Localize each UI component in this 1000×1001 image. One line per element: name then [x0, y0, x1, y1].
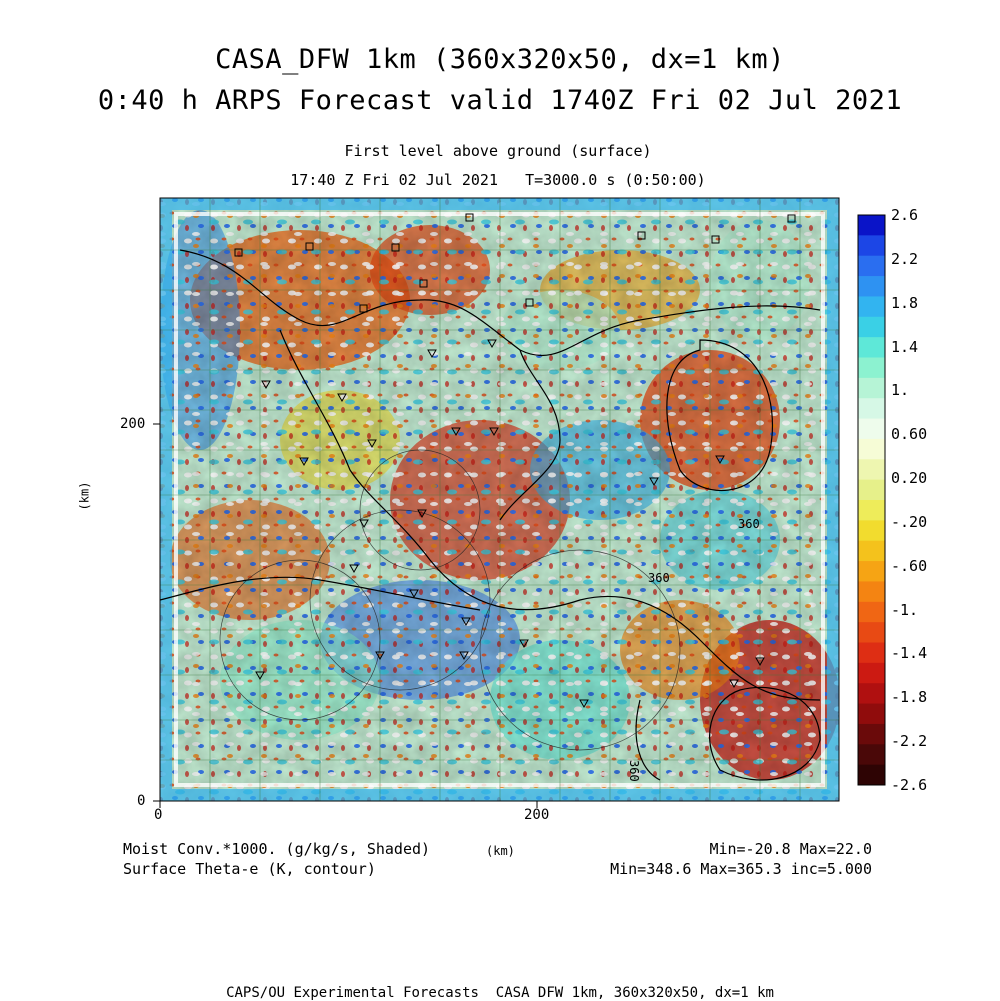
colorbar-swatch [858, 296, 885, 318]
county-boundaries [160, 198, 839, 801]
contour-label: 360 [738, 517, 760, 531]
colorbar-swatch [858, 357, 885, 379]
colorbar-swatch [858, 540, 885, 562]
colorbar-swatch [858, 601, 885, 623]
station-markers [234, 213, 796, 709]
colorbar-swatch [858, 255, 885, 277]
colorbar-label: -2.2 [891, 732, 928, 751]
colorbar-swatch [858, 520, 885, 542]
colorbar-swatch [858, 723, 885, 745]
field-min-max: Min=-20.8 Max=22.0 [709, 840, 872, 858]
colorbar-swatch [858, 642, 885, 664]
colorbar-swatch [858, 622, 885, 643]
colorbar-label: 0.60 [891, 425, 928, 444]
colorbar-swatch [858, 581, 885, 603]
colorbar-swatch [858, 438, 885, 460]
colorbar-swatch [858, 337, 885, 358]
colorbar-label: -1. [891, 600, 919, 619]
colorbar-label: 2.6 [891, 206, 919, 224]
title-line-2: 0:40 h ARPS Forecast valid 1740Z Fri 02 … [97, 85, 903, 116]
radar-range-rings [219, 449, 681, 751]
colorbar-label: -.20 [891, 512, 928, 531]
colorbar-label: 1.4 [891, 337, 919, 356]
y-tick-200: 200 [120, 416, 146, 432]
colorbar-swatch [858, 215, 885, 236]
colorbar-swatch [858, 479, 885, 501]
colorbar [858, 215, 885, 786]
colorbar-swatch [858, 276, 885, 297]
colorbar-swatch [858, 235, 885, 257]
colorbar-swatch [858, 764, 885, 786]
colorbar-swatch [858, 561, 885, 582]
colorbar-label: 1.8 [891, 293, 919, 312]
contour-label: 360 [648, 571, 670, 585]
y-axis-unit: (km) [77, 481, 92, 511]
colorbar-label: -1.4 [891, 644, 928, 663]
level-label: First level above ground (surface) [344, 142, 652, 160]
x-axis-unit: (km) [486, 844, 515, 858]
colorbar-swatch [858, 662, 885, 684]
colorbar-label: 1. [891, 381, 910, 400]
credit-line: CAPS/OU Experimental Forecasts CASA DFW … [226, 985, 774, 1001]
colorbar-label: -2.6 [891, 776, 928, 794]
colorbar-swatch [858, 377, 885, 399]
colorbar-swatch [858, 744, 885, 766]
colorbar-label: -1.8 [891, 688, 928, 707]
colorbar-swatch [858, 500, 885, 521]
colorbar-swatch [858, 459, 885, 481]
contour-label: 360 [627, 760, 641, 782]
time-label: 17:40 Z Fri 02 Jul 2021 T=3000.0 s (0:50… [290, 171, 706, 189]
colorbar-frame [857, 214, 886, 786]
contour-min-max: Min=348.6 Max=365.3 inc=5.000 [610, 860, 872, 878]
colorbar-swatch [858, 683, 885, 705]
title-line-1: CASA_DFW 1km (360x320x50, dx=1 km) [215, 44, 785, 75]
colorbar-swatch [858, 703, 885, 725]
colorbar-label: -.60 [891, 556, 928, 575]
y-tick-0: 0 [137, 793, 146, 809]
colorbar-label: 2.2 [891, 249, 919, 268]
axis-ticks [153, 423, 538, 808]
theta-e-contours [160, 249, 821, 781]
colorbar-swatch [858, 398, 885, 420]
field-description: Moist Conv.*1000. (g/kg/s, Shaded) [123, 840, 431, 858]
colorbar-label: 0.20 [891, 469, 928, 488]
plot-frame [159, 197, 840, 802]
moist-convergence-field [160, 198, 839, 801]
contour-description: Surface Theta-e (K, contour) [123, 860, 376, 878]
x-tick-0: 0 [154, 807, 163, 823]
x-tick-200: 200 [524, 807, 550, 823]
colorbar-swatch [858, 418, 885, 440]
colorbar-swatch [858, 316, 885, 338]
